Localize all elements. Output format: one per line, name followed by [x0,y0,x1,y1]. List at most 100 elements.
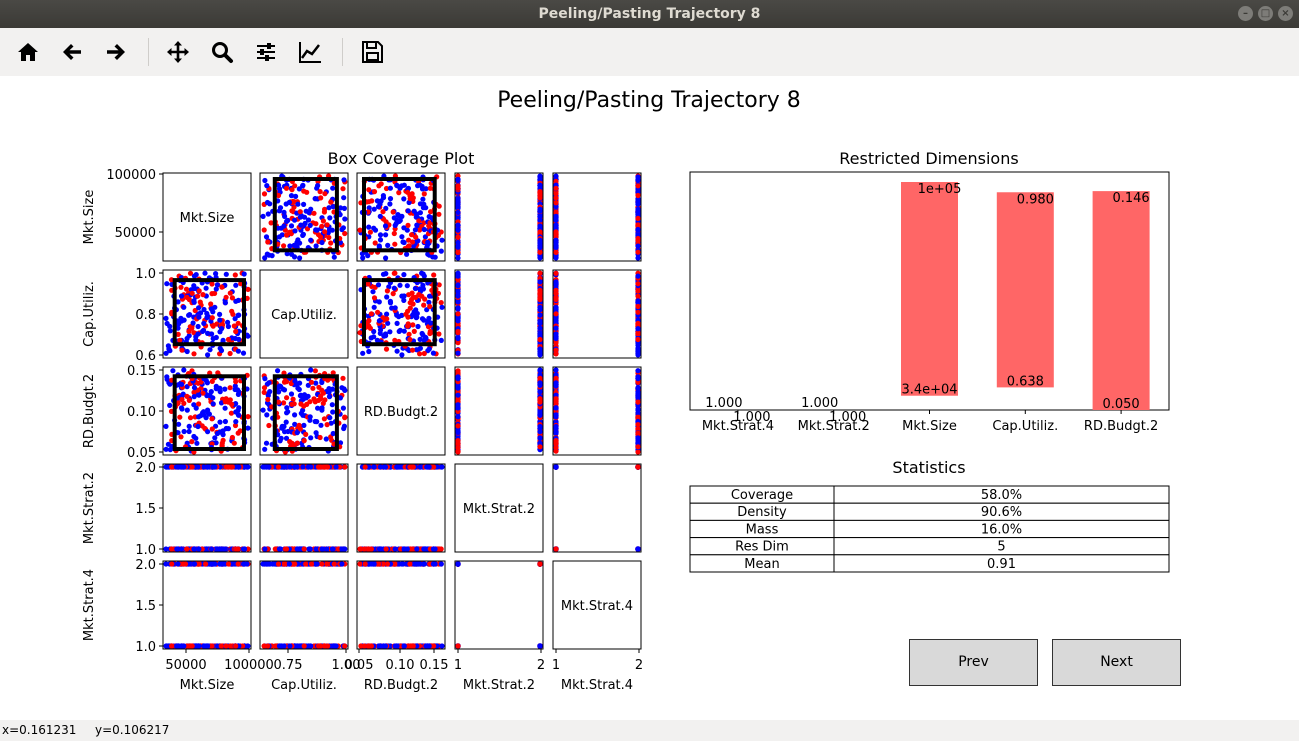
scatter-point [635,410,641,416]
scatter-point [340,405,346,411]
scatter-point [289,187,295,193]
scatter-point [301,201,307,207]
statistics-row: Density 90.6% [689,502,1170,521]
scatter-point [409,232,415,238]
statistics-row: Mass 16.0% [689,519,1170,539]
scatter-point [339,226,345,233]
scatter-point [240,350,247,356]
statistics-value: 5 [997,540,1005,555]
scatter-point [295,385,301,391]
scatter-cell-frame [454,560,544,650]
scatter-point [186,397,192,403]
scatter-point [455,249,461,255]
scatter-point [209,291,215,297]
scatter-point [391,285,397,291]
minimize-icon[interactable]: – [1238,6,1253,21]
scatter-point [382,223,389,229]
scatter-point [553,204,559,210]
y-tick-label: 1.5 [135,599,156,614]
scatter-point [413,214,419,220]
configure-subplots-icon[interactable] [250,36,282,68]
scatter-point [181,643,187,649]
statistics-value: 16.0% [981,522,1022,537]
scatter-point [405,222,411,228]
close-icon[interactable]: × [1278,6,1293,21]
scatter-point [163,446,169,452]
scatter-point [409,290,415,296]
scatter-cell-Mkt.Strat.2-vs-Mkt.Strat.4 [552,463,642,553]
maximize-icon[interactable]: □ [1258,6,1273,21]
scatter-point [209,416,215,422]
next-button[interactable]: Next [1052,639,1181,686]
scatter-point [317,434,323,441]
scatter-point [306,546,312,552]
home-icon[interactable] [12,36,44,68]
scatter-point [204,315,210,321]
scatter-point [553,375,559,381]
scatter-point [635,255,641,261]
scatter-point [276,182,282,188]
scatter-point [201,643,207,649]
back-arrow-icon[interactable] [56,36,88,68]
scatter-point [431,272,437,278]
scatter-point [178,434,184,440]
forward-arrow-icon[interactable] [100,36,132,68]
y-axis-label: Cap.Utiliz. [82,281,97,347]
scatter-point [282,213,288,219]
scatter-point [553,335,559,342]
scatter-point [553,396,559,402]
scatter-point [376,546,382,552]
scatter-point [405,185,411,191]
scatter-point [174,546,180,552]
zoom-icon[interactable] [206,36,238,68]
scatter-point [225,336,232,343]
scatter-point [261,227,267,233]
scatter-point [428,209,434,215]
scatter-point [319,223,325,229]
scatter-point [227,290,233,296]
scatter-point [241,271,247,277]
scatter-point [455,396,461,403]
pan-icon[interactable] [162,36,194,68]
scatter-point [175,299,181,305]
scatter-point [537,214,543,220]
scatter-point [371,206,377,212]
scatter-point [310,385,316,391]
scatter-point [635,350,641,356]
scatter-point [193,405,199,411]
scatter-point [362,561,368,567]
scatter-point [357,561,363,567]
scatter-point [396,561,402,567]
scatter-point [635,449,641,455]
scatter-point [427,303,433,310]
scatter-point [227,350,233,357]
figure-canvas[interactable]: Peeling/Pasting Trajectory 8 Box Coverag… [0,76,1299,720]
scatter-point [366,348,372,355]
scatter-point [197,299,203,305]
scatter-point [409,239,416,245]
scatter-point [391,270,397,276]
scatter-point [337,464,343,470]
scatter-point [210,395,216,401]
edit-axis-icon[interactable] [294,36,326,68]
scatter-point [635,215,641,221]
scatter-point [383,546,389,552]
scatter-point [294,381,300,387]
scatter-point [307,222,313,228]
figure-suptitle: Peeling/Pasting Trajectory 8 [497,88,801,113]
scatter-point [290,396,296,402]
save-icon[interactable] [356,36,388,68]
scatter-point [407,561,413,567]
scatter-point [635,192,641,199]
scatter-point [195,423,201,430]
scatter-cell-Cap.Utiliz.-vs-Mkt.Strat.2 [454,269,544,359]
prev-button[interactable]: Prev [909,639,1038,686]
scatter-point [233,419,239,425]
x-tick-label: 0.10 [386,658,415,673]
scatter-point [342,643,348,649]
scatter-point [281,209,287,215]
scatter-point [553,367,559,373]
scatter-point [217,419,223,425]
scatter-point [537,429,543,435]
scatter-point [318,195,324,201]
